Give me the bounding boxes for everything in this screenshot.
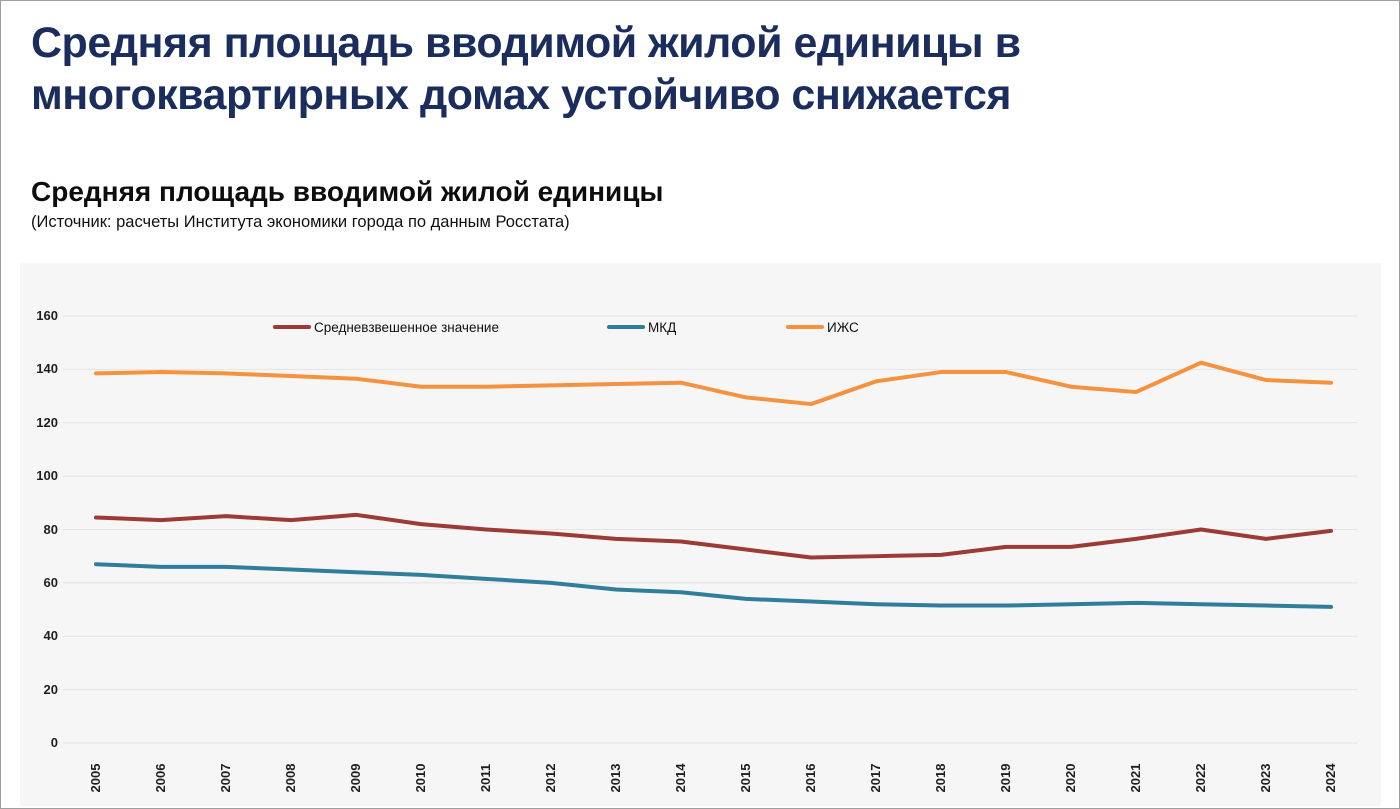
x-axis-tick-label: 2020: [1063, 763, 1078, 793]
legend-item: ИЖС: [786, 318, 859, 336]
legend-item: Средневзвешенное значение: [273, 318, 499, 336]
x-axis-tick-label: 2023: [1258, 763, 1273, 793]
line-chart: [63, 315, 1357, 744]
x-axis-tick-label: 2012: [543, 763, 558, 793]
legend-item: МКД: [607, 318, 676, 336]
x-axis-tick-label: 2013: [608, 763, 623, 793]
y-axis-tick-label: 40: [43, 628, 58, 644]
x-axis-tick-label: 2018: [933, 763, 948, 793]
x-axis-tick-label: 2010: [413, 763, 428, 793]
legend-label: МКД: [648, 319, 677, 335]
line-series-3: [94, 360, 1333, 407]
legend-label: ИЖС: [827, 319, 859, 335]
chart-subtitle: Средняя площадь вводимой жилой единицы: [31, 176, 664, 207]
x-axis-tick-label: 2024: [1323, 763, 1338, 793]
y-axis-tick-label: 160: [36, 308, 58, 323]
legend-line-swatch: [273, 324, 311, 330]
legend-line-swatch: [607, 324, 645, 330]
chart-source-note: (Источник: расчеты Института экономики г…: [31, 213, 570, 231]
x-axis-tick-label: 2019: [998, 763, 1013, 793]
legend-line-swatch: [786, 324, 824, 330]
y-axis-tick-label: 60: [43, 574, 58, 590]
x-axis-tick-label: 2014: [673, 763, 688, 793]
x-axis-tick-label: 2021: [1128, 763, 1143, 793]
chart-panel: Средневзвешенное значение МКД ИЖС 0 20 40 60 8…: [20, 263, 1381, 806]
x-axis-tick-label: 2022: [1193, 763, 1208, 793]
y-axis-tick-label: 140: [36, 361, 58, 377]
line-series-2: [94, 562, 1333, 609]
x-axis-tick-label: 2006: [153, 763, 168, 793]
chart-legend: Средневзвешенное значение МКД ИЖС: [20, 318, 1381, 336]
x-axis-tick-label: 2016: [803, 763, 818, 793]
page-title: Средняя площадь вводимой жилой единицы в…: [31, 19, 1021, 120]
y-axis-tick-label: 0: [50, 735, 58, 750]
y-axis-tick-label: 80: [43, 521, 58, 537]
x-axis-tick-label: 2005: [88, 763, 103, 793]
y-axis-tick-label: 100: [36, 468, 58, 484]
x-axis-tick-label: 2007: [218, 763, 233, 793]
x-axis-tick-label: 2009: [348, 763, 363, 793]
x-axis-tick-label: 2011: [478, 763, 493, 793]
x-axis-tick-label: 2017: [868, 763, 883, 793]
y-axis-tick-label: 120: [36, 414, 58, 430]
line-series-1: [94, 512, 1333, 560]
y-axis-tick-label: 20: [43, 681, 58, 697]
x-axis-tick-label: 2015: [738, 763, 753, 793]
x-axis-tick-label: 2008: [283, 763, 298, 793]
legend-label: Средневзвешенное значение: [314, 319, 499, 335]
